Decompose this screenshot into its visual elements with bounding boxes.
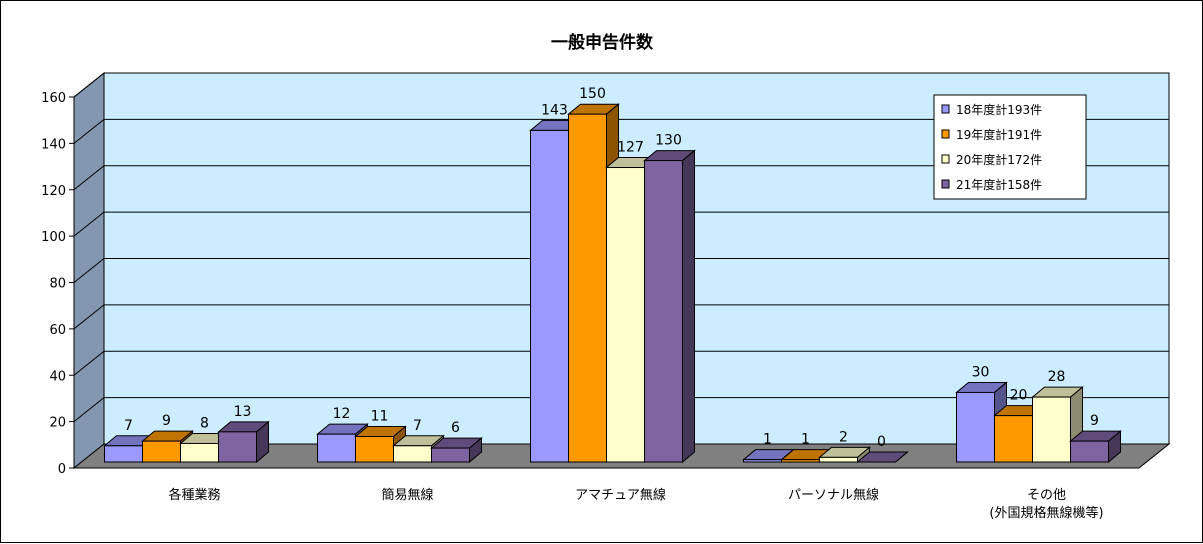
gridline-side [73, 118, 105, 144]
chart-title: 一般申告件数 [551, 32, 654, 53]
legend-label: 18年度計193件 [956, 102, 1042, 117]
data-label: 9 [162, 413, 171, 429]
bar-front [568, 113, 607, 463]
category-label: その他 [1027, 488, 1066, 503]
category-label: 簡易無線 [381, 487, 433, 503]
gridline-side [73, 72, 105, 98]
gridline-side [73, 304, 105, 330]
y-tick-label: 0 [58, 462, 66, 477]
category-label: (外国規格無線機等) [989, 505, 1103, 521]
data-label: 1 [801, 432, 810, 448]
legend-swatch [941, 154, 950, 164]
y-tick-label: 20 [49, 416, 66, 431]
data-label: 8 [200, 415, 209, 431]
legend-label: 20年度計172件 [956, 152, 1042, 167]
legend-swatch [941, 129, 950, 139]
category-label: アマチュア無線 [575, 487, 666, 503]
data-label: 7 [124, 418, 133, 434]
legend-box [933, 94, 1087, 200]
gridline-side [73, 165, 105, 191]
gridline-side [73, 350, 105, 376]
data-label: 0 [877, 434, 886, 450]
data-label: 12 [333, 406, 351, 422]
bar-front [781, 459, 820, 463]
data-label: 1 [763, 432, 772, 448]
gridline-side [73, 397, 105, 423]
y-tick-label: 140 [41, 137, 66, 152]
bar-front [393, 445, 432, 463]
bar-front [431, 447, 470, 463]
gridline-side [73, 211, 105, 237]
data-label: 7 [413, 418, 422, 434]
bar-front [819, 456, 858, 463]
category-label: 各種業務 [168, 487, 220, 503]
bar [430, 437, 483, 464]
data-label: 28 [1048, 369, 1066, 385]
bar [643, 149, 696, 464]
y-tick-label: 160 [41, 91, 66, 106]
data-label: 30 [972, 364, 990, 380]
bar-front [317, 433, 356, 463]
data-label: 9 [1090, 413, 1099, 429]
bar [217, 420, 270, 464]
data-label: 130 [655, 133, 682, 149]
bar-front [530, 129, 569, 463]
legend-swatch [941, 104, 950, 114]
bar-side [895, 451, 908, 463]
legend-swatch [941, 179, 950, 189]
y-tick-label: 60 [49, 323, 66, 338]
bar-front [142, 440, 181, 463]
data-label: 11 [371, 408, 389, 424]
data-label: 6 [451, 420, 460, 436]
bar-front [180, 442, 219, 463]
bar-front [606, 167, 645, 463]
bar-front [994, 415, 1033, 463]
bar-front [1032, 396, 1071, 463]
bar [856, 451, 909, 463]
data-label: 13 [234, 404, 252, 420]
legend-label: 21年度計158件 [956, 177, 1042, 192]
data-label: 143 [541, 102, 568, 118]
y-tick-label: 80 [49, 277, 66, 292]
bar-front [355, 435, 394, 463]
y-tick-label: 40 [49, 369, 66, 384]
legend-label: 19年度計191件 [956, 127, 1042, 142]
bar [1069, 430, 1122, 464]
y-tick-label: 100 [41, 230, 66, 245]
gridline-side [73, 258, 105, 283]
data-label: 150 [579, 86, 606, 102]
bar-front [644, 160, 683, 463]
bar-side [682, 149, 695, 464]
category-label: パーソナル無線 [788, 487, 879, 503]
bar-front [956, 391, 995, 463]
data-label: 127 [617, 140, 644, 156]
bar [818, 446, 871, 464]
bar-front [104, 445, 143, 463]
bar-front [218, 431, 257, 463]
data-label: 2 [839, 429, 848, 445]
bar-front [1070, 440, 1109, 463]
data-label: 20 [1010, 388, 1028, 404]
y-tick-label: 120 [41, 184, 66, 199]
bar-front [743, 459, 782, 463]
